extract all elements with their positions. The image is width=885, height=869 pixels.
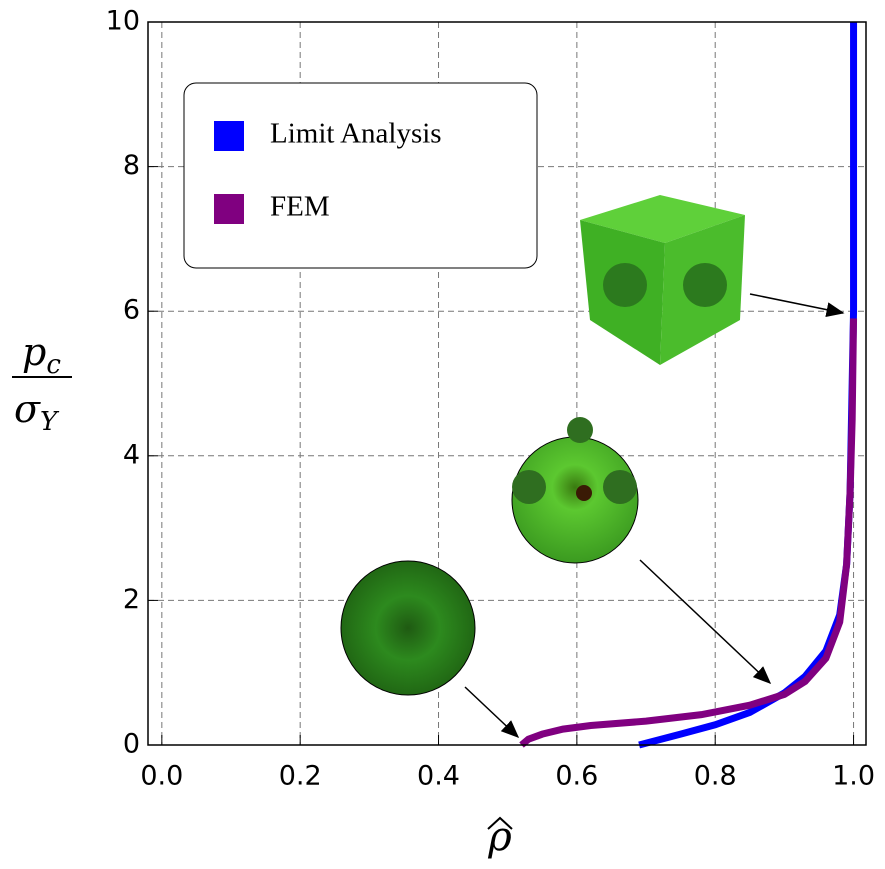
x-tick-label: 0.4	[417, 761, 460, 792]
x-tick-label: 0.0	[140, 761, 183, 792]
x-tick-label: 0.6	[555, 761, 598, 792]
y-tick-label: 8	[123, 150, 140, 181]
chart: Limit Analysis FEM ρ pc σY 0.0 0.2 0.4 0.6 0.…	[0, 0, 885, 869]
y-label-sigma: σ	[14, 387, 41, 431]
x-tick-label: 0.8	[694, 761, 737, 792]
mesh-face	[512, 470, 546, 504]
y-tick-label: 2	[123, 584, 140, 615]
legend-box	[184, 83, 537, 268]
y-label-sub: Y	[40, 407, 60, 437]
y-tick-label: 10	[106, 6, 140, 37]
y-tick-label: 6	[123, 295, 140, 326]
y-label-denominator: σY	[14, 387, 60, 437]
y-tick-label: 0	[123, 729, 140, 760]
mesh-images	[341, 195, 843, 737]
x-tick-label: 0.2	[279, 761, 322, 792]
legend-swatch	[214, 121, 244, 151]
legend-swatch	[214, 194, 244, 224]
arrow	[465, 687, 518, 737]
y-label-sub: c	[46, 350, 61, 380]
mesh-face	[683, 263, 727, 307]
x-tick-label: 1.0	[832, 761, 875, 792]
x-label: ρ	[487, 814, 512, 860]
y-label-p: p	[22, 330, 46, 374]
legend-label: Limit Analysis	[270, 118, 442, 150]
mesh-face	[576, 485, 592, 501]
series-line	[639, 22, 853, 745]
y-label-numerator: pc	[22, 330, 61, 380]
arrow	[750, 294, 843, 313]
sphere-mesh	[341, 561, 475, 695]
arrow	[640, 560, 770, 683]
mesh-face	[567, 417, 593, 443]
legend-label: FEM	[270, 191, 330, 223]
mesh-face	[603, 263, 647, 307]
y-tick-label: 4	[123, 439, 140, 470]
mesh-face	[603, 470, 637, 504]
lines	[522, 22, 854, 745]
